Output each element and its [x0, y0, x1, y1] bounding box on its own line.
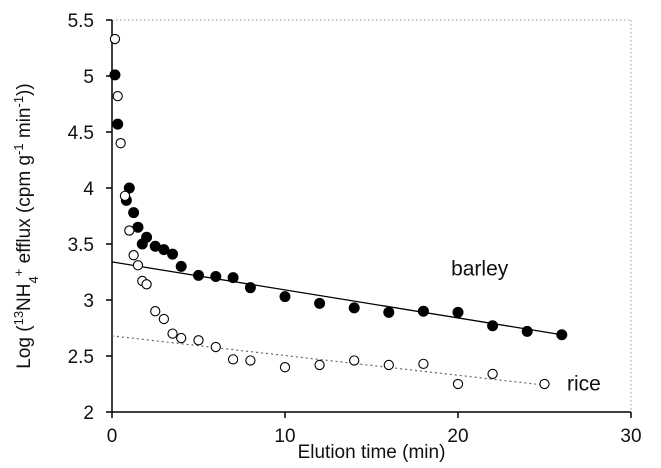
y-axis-title-main: NH [14, 283, 35, 310]
point-barley [158, 244, 170, 256]
y-axis-title-suffix: )) [14, 83, 35, 96]
point-rice [210, 341, 221, 353]
fit-line-rice [111, 335, 545, 386]
point-rice [314, 359, 325, 371]
point-barley [227, 272, 239, 284]
point-barley [417, 305, 429, 317]
point-barley [487, 320, 499, 332]
point-barley [383, 306, 395, 318]
point-rice [115, 138, 126, 149]
point-barley [521, 325, 533, 337]
point-barley [109, 69, 121, 81]
point-rice [279, 362, 291, 373]
x-tick-label: 0 [107, 426, 118, 447]
y-axis-title-sup3: -1 [11, 143, 26, 155]
point-rice [176, 332, 187, 344]
point-rice [132, 260, 144, 271]
point-rice [383, 359, 394, 371]
series-label-rice: rice [567, 373, 601, 396]
point-rice [487, 368, 498, 380]
data-points [109, 33, 568, 390]
point-rice [167, 328, 178, 339]
point-rice [141, 279, 152, 290]
y-axis-title-sub: 4 [26, 276, 41, 283]
point-rice [418, 358, 429, 369]
y-axis-title-prefix: Log ( [14, 325, 35, 369]
x-axis-title: Elution time (min) [298, 442, 446, 463]
point-barley [314, 297, 326, 309]
point-rice [109, 33, 121, 45]
y-axis-title-sup4: -1 [11, 96, 26, 108]
y-axis-ticks: 2 2.5 3 3.5 4 4.5 5 5.5 [68, 11, 112, 424]
y-axis-title-sup1: 13 [11, 311, 26, 325]
y-axis-title-sup2: + [11, 269, 26, 277]
x-tick-label: 10 [274, 426, 295, 447]
point-rice [539, 378, 550, 390]
point-rice [150, 306, 161, 317]
point-rice [349, 355, 360, 366]
point-rice [112, 91, 123, 102]
point-rice [452, 378, 464, 390]
x-tick-label: 30 [620, 426, 641, 447]
point-barley [279, 291, 291, 303]
y-tick-label: 5.5 [68, 11, 94, 32]
y-axis-title: Log (13NH4+ efflux (cpm g-1 min-1)) [11, 83, 41, 368]
point-rice [124, 225, 135, 236]
y-axis-title-mid2: min [14, 107, 35, 143]
point-barley [132, 221, 144, 233]
x-tick-label: 20 [447, 426, 468, 447]
point-barley [112, 118, 124, 130]
y-axis-title-mid: efflux (cpm g [14, 155, 35, 269]
point-barley [452, 306, 464, 318]
point-rice [227, 354, 239, 365]
y-tick-label: 5 [83, 67, 94, 88]
point-barley [175, 260, 187, 272]
fit-line-barley [111, 261, 562, 336]
point-barley [193, 269, 204, 281]
y-tick-label: 2 [83, 403, 94, 424]
point-barley [244, 282, 256, 294]
y-tick-label: 3.5 [68, 235, 94, 256]
point-rice [193, 335, 204, 346]
point-barley [123, 182, 135, 194]
series-label-barley: barley [451, 257, 509, 280]
point-barley [128, 207, 140, 219]
point-barley [167, 248, 179, 260]
point-barley [348, 302, 360, 314]
point-barley [556, 329, 568, 341]
y-tick-label: 4 [83, 179, 94, 200]
y-tick-label: 2.5 [68, 347, 94, 368]
y-tick-label: 3 [83, 291, 94, 312]
x-axis-ticks: 0 10 20 30 [107, 412, 642, 447]
point-rice [128, 250, 139, 261]
point-rice [245, 355, 256, 366]
point-rice [119, 190, 131, 201]
point-barley [210, 270, 222, 282]
point-barley [141, 231, 153, 243]
y-tick-label: 4.5 [68, 123, 94, 144]
fit-lines [111, 261, 562, 386]
point-rice [158, 313, 170, 325]
